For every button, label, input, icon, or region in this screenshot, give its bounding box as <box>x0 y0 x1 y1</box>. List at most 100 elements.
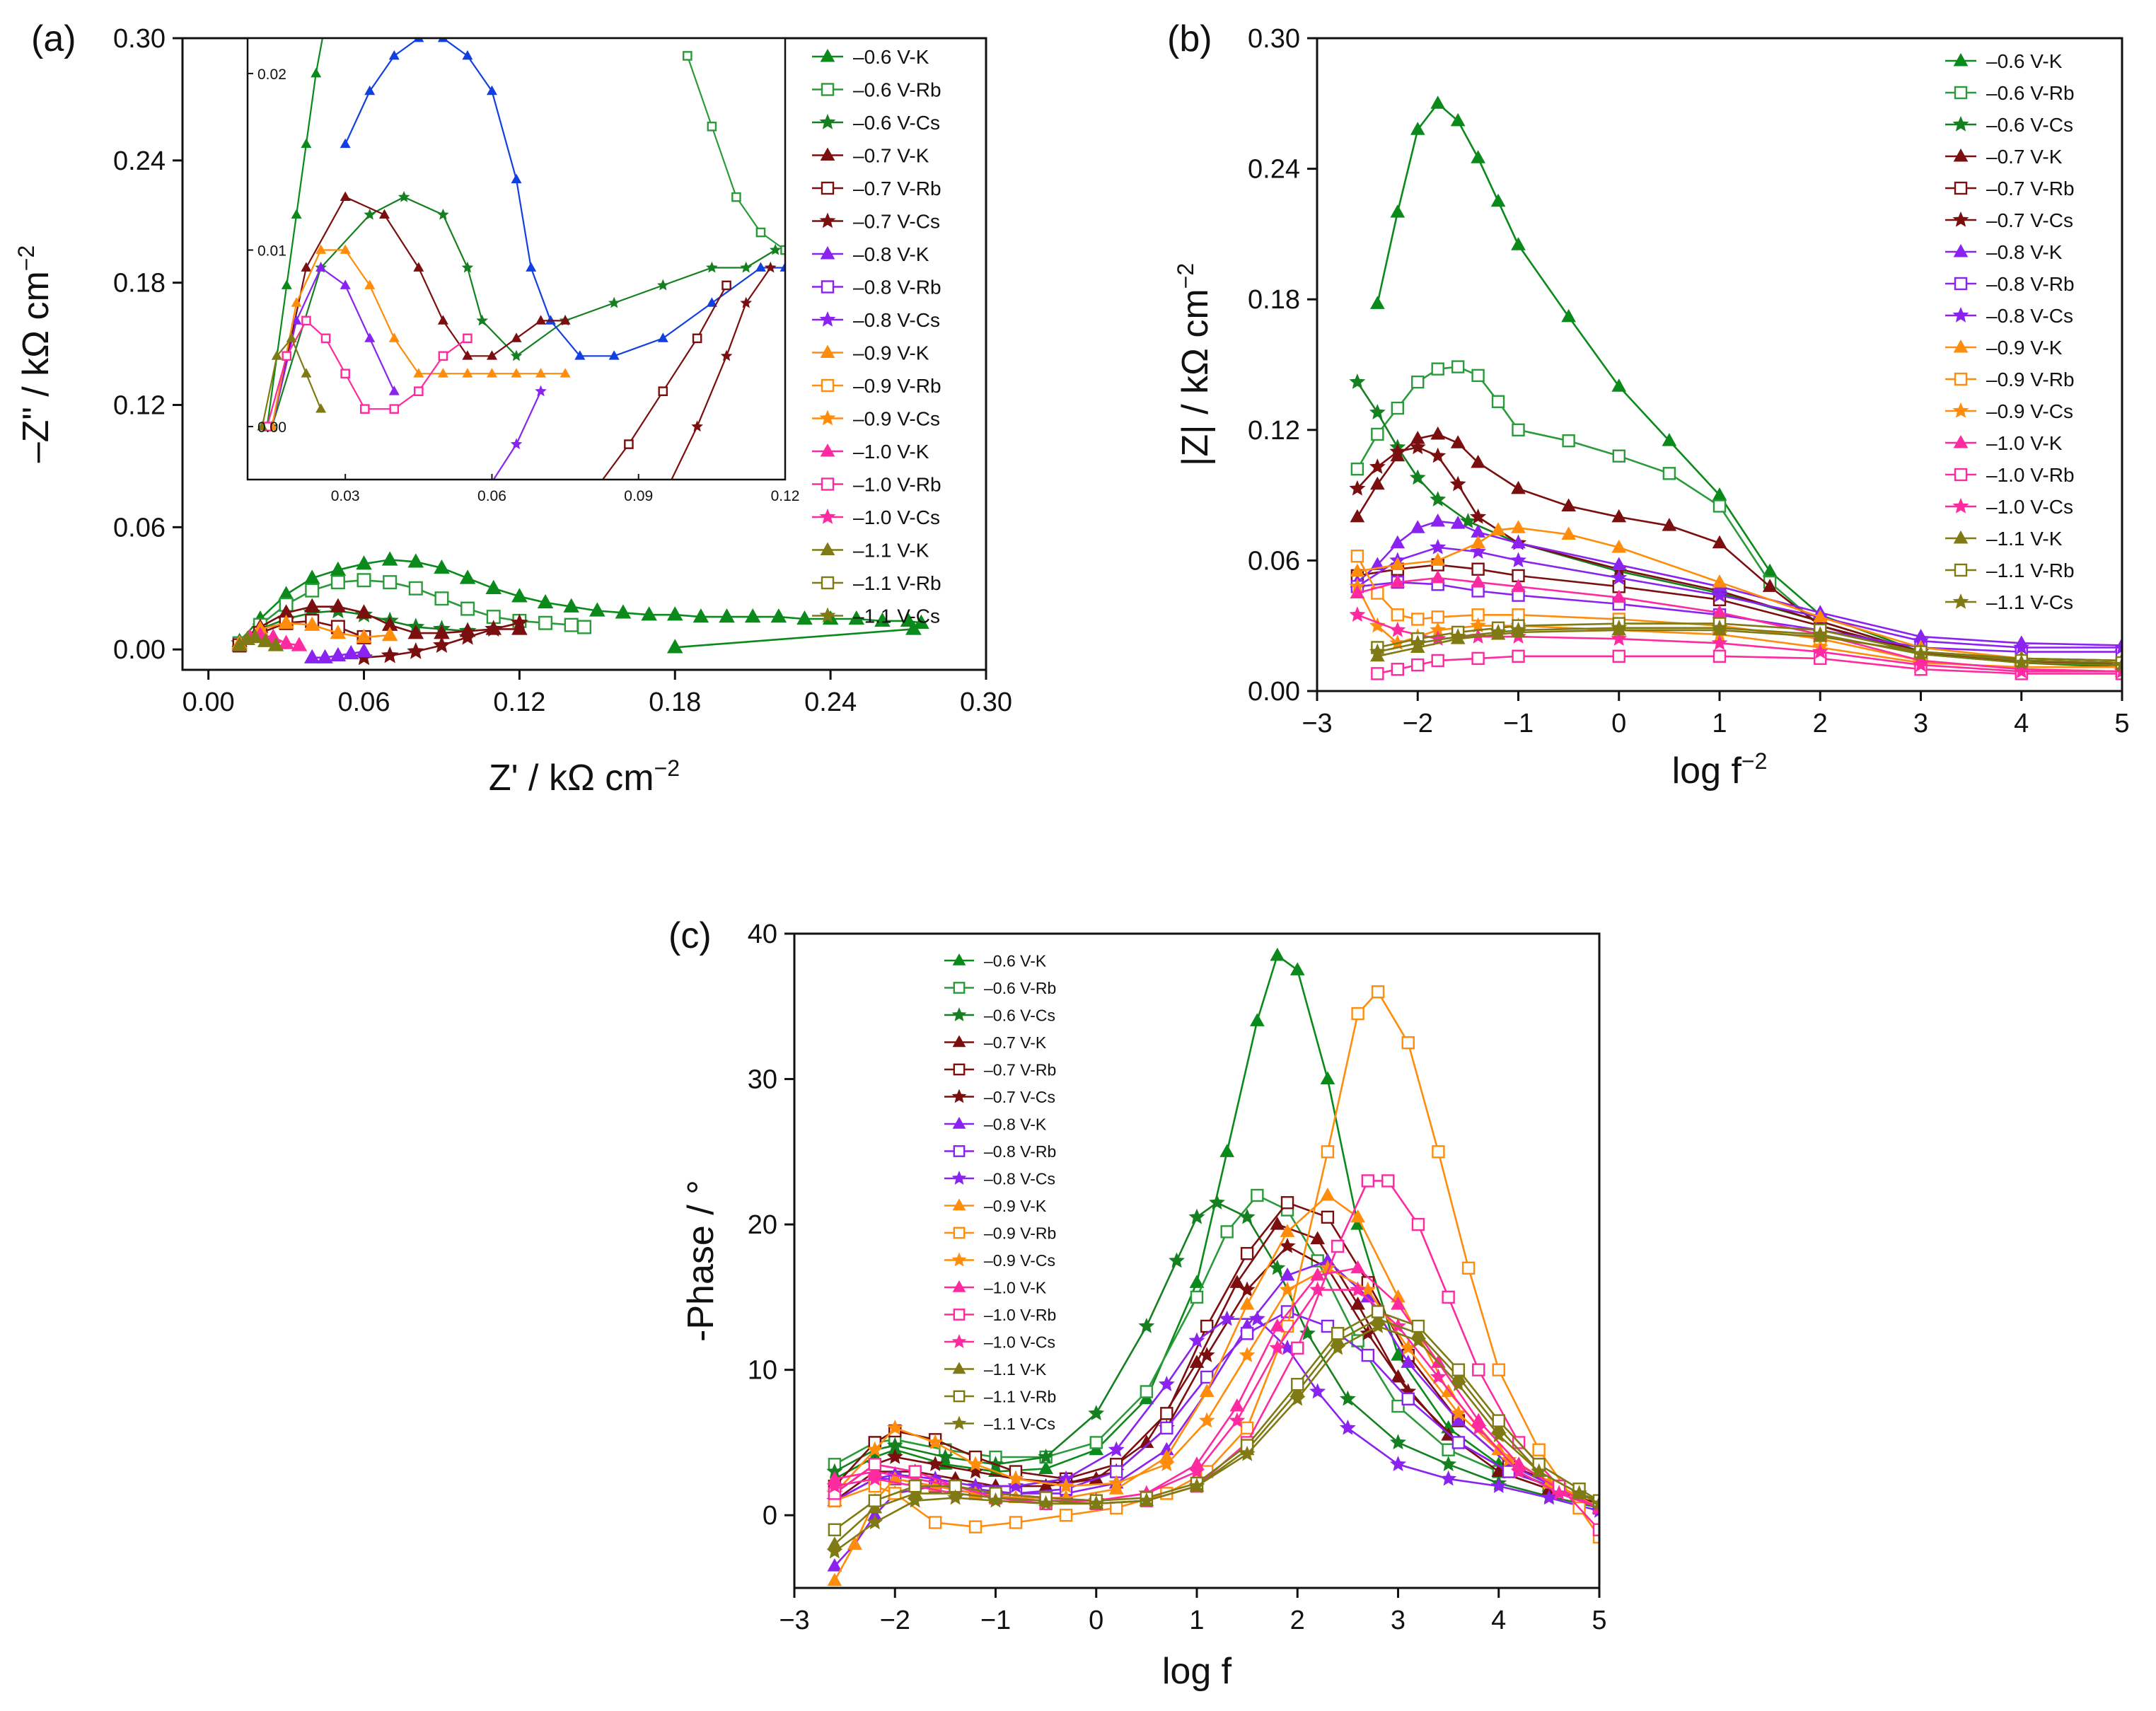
data-point-m1-1-v-cs <box>1038 1495 1055 1511</box>
data-point-m1-1-v-cs <box>1088 1495 1105 1511</box>
legend-marker-m0-6-v-k <box>952 953 966 965</box>
inset-data-point-m0-9-v-k <box>535 368 547 378</box>
x-tick-label: 2 <box>1813 709 1828 738</box>
legend-label: –0.8 V-Rb <box>853 277 941 298</box>
data-point-m1-0-v-rb <box>1361 1174 1375 1188</box>
inset-data-point-m0-9-v-k <box>364 279 376 289</box>
data-point-m0-6-v-rb <box>1220 1225 1234 1239</box>
data-point-m0-7-v-k <box>1712 535 1727 549</box>
legend-marker-m0-8-v-rb <box>821 280 835 294</box>
data-point-m0-7-v-cs <box>381 646 399 663</box>
legend-marker-m0-8-v-cs <box>951 1171 967 1185</box>
data-point-m0-6-v-rb <box>1612 449 1625 463</box>
data-point-m0-9-v-rb <box>1371 985 1385 999</box>
data-point-m0-6-v-rb <box>564 617 579 632</box>
data-point-m0-9-v-cs <box>1007 1470 1024 1486</box>
data-point-m0-9-v-rb <box>1391 608 1405 622</box>
data-point-m0-6-v-k <box>848 610 865 625</box>
data-point-m0-9-v-k <box>887 1471 903 1485</box>
data-point-m0-9-v-rb <box>1431 610 1444 624</box>
legend-marker-m0-7-v-k <box>1953 148 1969 162</box>
legend-marker-m0-8-v-cs <box>819 311 836 327</box>
legend-marker-m1-0-v-k <box>820 443 835 457</box>
data-point-m1-1-v-rb <box>1411 1319 1425 1333</box>
legend-marker-m1-1-v-cs <box>951 1415 967 1430</box>
data-point-m0-6-v-k <box>1410 122 1425 135</box>
data-point-m0-9-v-k <box>1350 563 1365 577</box>
inset-data-point-m0-6-v-cs <box>437 208 449 220</box>
legend-label: –0.7 V-K <box>853 145 929 167</box>
data-point-m0-7-v-k <box>1511 480 1526 494</box>
inset-data-point-m0-7-v-k <box>413 262 424 272</box>
data-point-m0-8-v-cs <box>1389 1456 1407 1472</box>
data-point-m0-7-v-k <box>1369 476 1385 490</box>
data-point-m1-1-v-rb <box>908 1479 922 1493</box>
legend-marker-m1-1-v-rb <box>953 1390 966 1403</box>
data-point-m0-9-v-k <box>1812 609 1828 622</box>
inset-frame <box>246 37 787 481</box>
data-point-m0-8-v-k <box>303 649 320 663</box>
inset-background <box>248 38 785 480</box>
x-tick-label: 0.18 <box>649 688 701 717</box>
data-point-m0-7-v-cs <box>1239 1281 1256 1297</box>
data-point-m1-1-v-rb <box>828 1523 842 1536</box>
inset-data-point-inset-high-z-arc <box>779 262 785 272</box>
data-point-m0-6-v-rb <box>434 591 449 606</box>
x-tick-label: −2 <box>880 1606 910 1635</box>
legend-marker-m0-7-v-k <box>820 147 835 161</box>
data-point-m1-0-v-cs <box>1229 1412 1246 1428</box>
data-point-m0-6-v-rb <box>1471 369 1485 383</box>
inset-data-point-m0-8-v-k <box>364 332 376 342</box>
data-point-m0-6-v-rb <box>1089 1436 1103 1449</box>
legend-label: –0.8 V-Cs <box>984 1169 1055 1188</box>
data-point-m1-0-v-cs <box>867 1470 883 1486</box>
data-point-m0-7-v-rb <box>1471 562 1485 576</box>
panel-label: (c) <box>668 915 712 956</box>
data-point-m0-8-v-cs <box>1108 1441 1125 1457</box>
data-point-m0-6-v-k <box>589 602 605 617</box>
legend-label: –1.1 V-Rb <box>984 1387 1056 1405</box>
data-point-m1-0-v-cs <box>1912 656 1930 672</box>
inset-data-point-m0-6-v-k <box>291 209 302 219</box>
inset-data-point-m0-7-v-rb <box>658 386 668 396</box>
data-point-m1-0-v-rb <box>1512 649 1525 663</box>
data-point-m0-9-v-k <box>381 627 398 642</box>
data-point-m1-1-v-cs <box>987 1492 1004 1508</box>
data-point-m0-9-v-cs <box>1158 1456 1175 1472</box>
data-point-m1-1-v-cs <box>2114 656 2122 672</box>
data-point-m0-9-v-k <box>330 625 347 639</box>
data-point-m0-7-v-cs <box>510 613 528 631</box>
data-point-m0-8-v-rb <box>1361 1348 1375 1362</box>
data-point-m1-1-v-cs <box>826 1543 843 1559</box>
data-point-m1-0-v-k <box>1390 574 1406 588</box>
legend-marker-m0-8-v-k <box>952 1116 966 1129</box>
panel-label: (b) <box>1167 18 1212 59</box>
data-point-m1-0-v-rb <box>1471 651 1485 666</box>
inset-data-point-m0-6-v-rb <box>683 51 692 61</box>
inset-data-point-m1-1-v-k <box>301 368 312 378</box>
legend-label: –0.8 V-Rb <box>1986 273 2075 295</box>
data-point-m0-6-v-cs <box>1269 1259 1286 1275</box>
inset-data-point-m0-7-v-cs <box>740 296 753 308</box>
legend-label: –0.8 V-K <box>984 1115 1047 1133</box>
y-axis-title: |Z| / kΩ cm−2 <box>1173 263 1216 466</box>
x-tick-label: −2 <box>1403 709 1433 738</box>
legend-marker-m0-8-v-rb <box>953 1145 966 1157</box>
inset-data-point-m0-7-v-cs <box>624 562 634 572</box>
data-point-m0-8-v-rb <box>1321 1319 1335 1333</box>
data-point-m0-6-v-k <box>1490 193 1506 207</box>
data-point-m0-6-v-cs <box>1339 1390 1356 1406</box>
inset-data-point-inset-high-z-arc <box>657 332 668 342</box>
x-axis-title: log f−2 <box>1672 748 1768 791</box>
data-point-m1-1-v-cs <box>1531 1463 1548 1479</box>
data-point-m1-0-v-k <box>1391 1297 1406 1310</box>
inset-data-point-m0-6-v-rb <box>731 192 741 202</box>
inset-series-line-m0-7-v-cs <box>671 267 772 480</box>
data-point-m1-1-v-cs <box>1239 1445 1256 1461</box>
inset-data-point-m0-9-v-k <box>413 368 424 378</box>
inset-series-line-m0-7-v-rb <box>601 284 728 480</box>
inset-data-point-m0-6-v-k <box>281 279 292 289</box>
legend: –0.6 V-K –0.6 V-Rb –0.6 V-Cs –0.7 V-K –0.7 V… <box>944 951 1056 1433</box>
legend-marker-m1-1-v-k <box>820 542 835 555</box>
data-point-m1-0-v-rb <box>868 1458 882 1471</box>
